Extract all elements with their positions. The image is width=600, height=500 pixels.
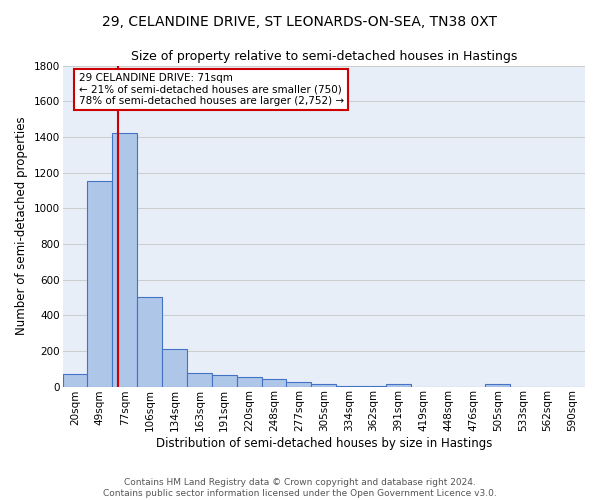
Bar [212, 375, 237, 386]
Bar [286, 382, 311, 386]
Text: 29 CELANDINE DRIVE: 71sqm
← 21% of semi-detached houses are smaller (750)
78% of: 29 CELANDINE DRIVE: 71sqm ← 21% of semi-… [79, 72, 344, 106]
Bar [162, 349, 187, 387]
Bar [112, 134, 137, 386]
Title: Size of property relative to semi-detached houses in Hastings: Size of property relative to semi-detach… [131, 50, 517, 63]
Bar [237, 376, 262, 386]
Bar [88, 182, 112, 386]
Text: 29, CELANDINE DRIVE, ST LEONARDS-ON-SEA, TN38 0XT: 29, CELANDINE DRIVE, ST LEONARDS-ON-SEA,… [103, 15, 497, 29]
Bar [62, 374, 88, 386]
Bar [311, 384, 336, 386]
Text: Contains HM Land Registry data © Crown copyright and database right 2024.
Contai: Contains HM Land Registry data © Crown c… [103, 478, 497, 498]
X-axis label: Distribution of semi-detached houses by size in Hastings: Distribution of semi-detached houses by … [155, 437, 492, 450]
Bar [262, 380, 286, 386]
Bar [485, 384, 511, 386]
Y-axis label: Number of semi-detached properties: Number of semi-detached properties [15, 116, 28, 336]
Bar [137, 298, 162, 386]
Bar [386, 384, 411, 386]
Bar [187, 373, 212, 386]
